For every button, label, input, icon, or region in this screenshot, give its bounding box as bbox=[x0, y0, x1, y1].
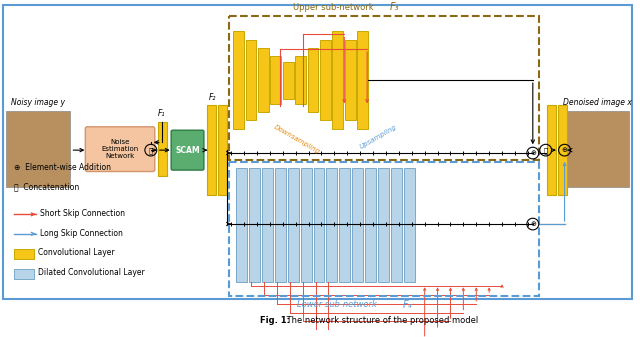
Text: F₃: F₃ bbox=[390, 2, 399, 12]
Bar bbox=[314, 167, 324, 282]
Text: F₄: F₄ bbox=[403, 300, 412, 310]
Bar bbox=[557, 105, 566, 195]
Text: Lower sub-network: Lower sub-network bbox=[298, 300, 378, 309]
Bar bbox=[249, 167, 260, 282]
Text: F₁: F₁ bbox=[158, 109, 165, 118]
Text: Ⓒ: Ⓒ bbox=[543, 147, 548, 154]
Bar bbox=[378, 167, 389, 282]
Bar bbox=[345, 40, 356, 120]
Bar bbox=[229, 16, 539, 160]
Bar bbox=[275, 167, 285, 282]
Bar bbox=[14, 249, 34, 259]
Bar bbox=[158, 122, 166, 176]
Bar bbox=[365, 167, 376, 282]
Text: F₂: F₂ bbox=[209, 92, 216, 101]
Bar bbox=[258, 49, 269, 112]
Text: Upsampling: Upsampling bbox=[358, 124, 397, 150]
Bar bbox=[246, 40, 257, 120]
Bar bbox=[262, 167, 273, 282]
Bar bbox=[14, 269, 34, 278]
FancyBboxPatch shape bbox=[85, 127, 155, 172]
Bar bbox=[308, 49, 319, 112]
Bar bbox=[547, 105, 556, 195]
Text: Convolutional Layer: Convolutional Layer bbox=[38, 248, 115, 257]
Text: ⊕: ⊕ bbox=[530, 150, 536, 156]
Bar bbox=[564, 111, 629, 187]
Bar bbox=[404, 167, 415, 282]
Text: SCAM: SCAM bbox=[175, 146, 200, 155]
Text: Ⓒ  Concatenation: Ⓒ Concatenation bbox=[14, 182, 79, 191]
Text: Downsampling: Downsampling bbox=[273, 124, 321, 155]
Text: Denoised image x: Denoised image x bbox=[563, 98, 632, 108]
Text: Long Skip Connection: Long Skip Connection bbox=[40, 229, 123, 238]
Bar bbox=[3, 5, 632, 299]
Bar bbox=[229, 162, 539, 296]
Bar bbox=[233, 31, 244, 129]
Bar bbox=[283, 62, 294, 99]
Text: Noise
Estimation
Network: Noise Estimation Network bbox=[101, 139, 139, 159]
Bar bbox=[288, 167, 299, 282]
Text: Ⓒ: Ⓒ bbox=[148, 147, 153, 154]
Bar bbox=[332, 31, 343, 129]
FancyBboxPatch shape bbox=[171, 130, 204, 170]
Bar bbox=[6, 111, 70, 187]
Text: The network structure of the proposed model: The network structure of the proposed mo… bbox=[284, 316, 478, 326]
Bar bbox=[339, 167, 350, 282]
Bar bbox=[236, 167, 247, 282]
Text: ⊕  Element-wise Addition: ⊕ Element-wise Addition bbox=[14, 163, 111, 172]
Bar bbox=[352, 167, 363, 282]
Text: ⊕: ⊕ bbox=[530, 221, 536, 227]
Text: Short Skip Connection: Short Skip Connection bbox=[40, 210, 125, 218]
Bar bbox=[270, 56, 282, 104]
Text: Noisy image y: Noisy image y bbox=[11, 98, 65, 108]
Bar bbox=[320, 40, 331, 120]
Text: Fig. 1:: Fig. 1: bbox=[260, 316, 290, 326]
Text: Upper sub-network: Upper sub-network bbox=[293, 3, 374, 12]
Text: ⊕: ⊕ bbox=[562, 147, 568, 153]
Bar bbox=[295, 56, 306, 104]
Bar bbox=[207, 105, 216, 195]
Bar bbox=[301, 167, 312, 282]
Bar bbox=[391, 167, 402, 282]
Bar bbox=[357, 31, 368, 129]
Bar bbox=[326, 167, 337, 282]
Text: Dilated Convolutional Layer: Dilated Convolutional Layer bbox=[38, 268, 145, 277]
Bar bbox=[218, 105, 227, 195]
